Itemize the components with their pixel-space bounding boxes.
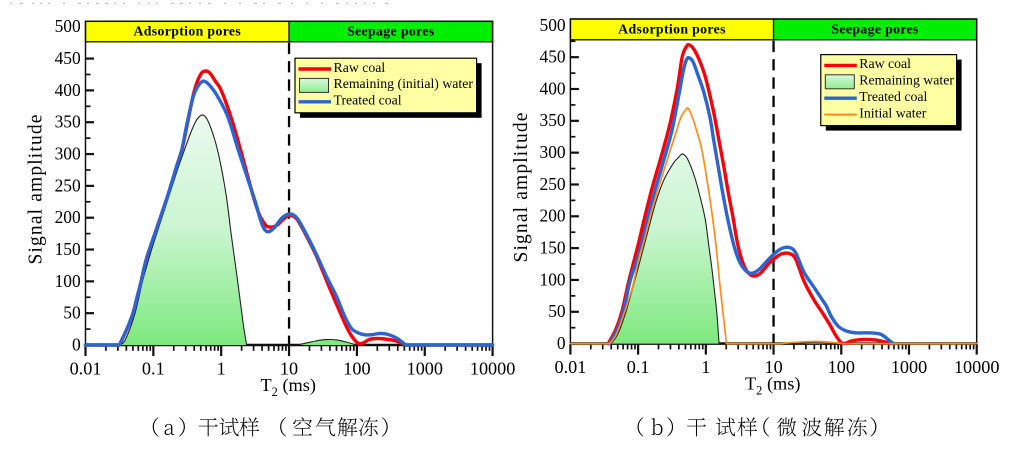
svg-text:0.01: 0.01 bbox=[70, 358, 102, 378]
svg-text:10000: 10000 bbox=[470, 358, 515, 378]
svg-text:1000: 1000 bbox=[407, 358, 443, 378]
svg-text:350: 350 bbox=[540, 110, 566, 130]
svg-text:300: 300 bbox=[55, 144, 81, 164]
svg-text:150: 150 bbox=[540, 238, 566, 258]
svg-text:0.01: 0.01 bbox=[554, 357, 586, 377]
svg-text:0: 0 bbox=[72, 334, 81, 354]
svg-text:0: 0 bbox=[557, 333, 566, 353]
svg-text:Initial water: Initial water bbox=[859, 105, 926, 120]
svg-text:1: 1 bbox=[701, 357, 710, 377]
svg-text:Seepage pores: Seepage pores bbox=[347, 24, 435, 39]
svg-text:Signal amplitude: Signal amplitude bbox=[511, 111, 532, 262]
svg-text:Seepage pores: Seepage pores bbox=[831, 21, 919, 36]
svg-text:Remaining (initial) water: Remaining (initial) water bbox=[334, 76, 474, 92]
svg-text:300: 300 bbox=[540, 142, 566, 162]
svg-text:Raw coal: Raw coal bbox=[334, 60, 386, 75]
svg-text:Adsorption pores: Adsorption pores bbox=[618, 21, 726, 36]
svg-text:100: 100 bbox=[540, 269, 566, 289]
svg-text:Signal amplitude: Signal amplitude bbox=[26, 113, 47, 264]
svg-text:50: 50 bbox=[548, 301, 566, 321]
svg-text:500: 500 bbox=[540, 15, 566, 35]
svg-text:400: 400 bbox=[55, 80, 81, 100]
svg-text:100: 100 bbox=[828, 357, 855, 377]
svg-text:Adsorption pores: Adsorption pores bbox=[133, 24, 241, 39]
svg-text:200: 200 bbox=[540, 206, 566, 226]
svg-text:10: 10 bbox=[280, 358, 298, 378]
svg-text:1000: 1000 bbox=[891, 357, 927, 377]
svg-text:200: 200 bbox=[55, 207, 81, 227]
svg-text:T2 (ms): T2 (ms) bbox=[261, 375, 316, 399]
svg-text:100: 100 bbox=[343, 358, 370, 378]
svg-text:10: 10 bbox=[765, 357, 783, 377]
svg-text:350: 350 bbox=[55, 112, 81, 132]
svg-text:Treated coal: Treated coal bbox=[334, 93, 402, 108]
svg-text:150: 150 bbox=[55, 239, 81, 259]
svg-text:0.1: 0.1 bbox=[627, 357, 650, 377]
svg-text:400: 400 bbox=[540, 78, 566, 98]
svg-text:1: 1 bbox=[217, 358, 226, 378]
svg-text:10000: 10000 bbox=[954, 357, 999, 377]
svg-text:450: 450 bbox=[55, 48, 81, 68]
svg-text:Remaining water: Remaining water bbox=[859, 73, 954, 88]
svg-text:250: 250 bbox=[540, 174, 566, 194]
svg-text:0.1: 0.1 bbox=[142, 358, 165, 378]
svg-text:450: 450 bbox=[540, 47, 566, 67]
svg-text:T2 (ms): T2 (ms) bbox=[745, 374, 800, 398]
svg-text:Raw coal: Raw coal bbox=[859, 56, 911, 71]
svg-text:500: 500 bbox=[55, 16, 81, 36]
svg-text:50: 50 bbox=[63, 303, 81, 323]
svg-text:250: 250 bbox=[55, 175, 81, 195]
svg-text:Treated coal: Treated coal bbox=[859, 89, 927, 104]
svg-text:100: 100 bbox=[55, 271, 81, 291]
